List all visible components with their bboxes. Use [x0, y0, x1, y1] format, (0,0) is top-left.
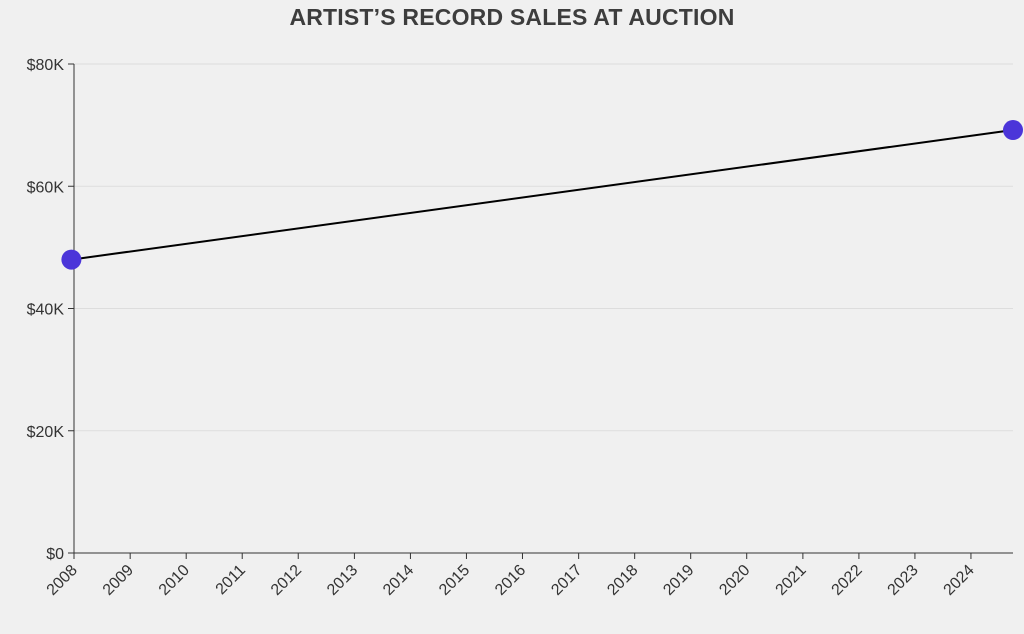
series-line — [71, 129, 1014, 261]
x-tick-label: 2016 — [492, 562, 529, 599]
x-tick-label: 2020 — [716, 562, 753, 599]
data-point — [1003, 120, 1023, 141]
x-tick-label: 2023 — [885, 562, 922, 599]
x-tick-label: 2017 — [548, 562, 585, 599]
chart-title: ARTIST’S RECORD SALES AT AUCTION — [289, 4, 735, 30]
y-tick-label: $80K — [27, 57, 65, 74]
x-tick-label: 2024 — [941, 562, 978, 599]
x-tick-label: 2019 — [660, 562, 697, 599]
x-tick-label: 2010 — [156, 562, 193, 599]
x-tick-label: 2012 — [268, 562, 305, 599]
y-tick-label: $40K — [27, 302, 65, 319]
x-tick-label: 2014 — [380, 562, 417, 599]
x-tick-label: 2018 — [604, 562, 641, 599]
x-tick-label: 2011 — [213, 562, 249, 598]
x-tick-label: 2015 — [436, 562, 473, 599]
x-tick-label: 2022 — [829, 562, 866, 599]
y-tick-label: $20K — [27, 424, 65, 441]
x-tick-label: 2008 — [44, 562, 81, 599]
y-tick-label: $60K — [27, 179, 65, 196]
y-tick-label: $0 — [46, 546, 64, 563]
x-tick-label: 2021 — [773, 562, 810, 599]
data-point — [61, 249, 82, 270]
x-tick-label: 2009 — [100, 562, 137, 599]
x-tick-label: 2013 — [324, 562, 361, 599]
